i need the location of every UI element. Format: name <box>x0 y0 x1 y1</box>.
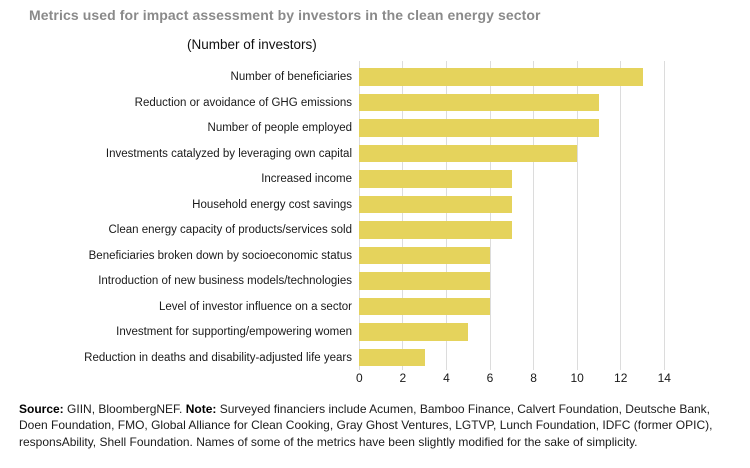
category-label: Number of beneficiaries <box>230 71 352 84</box>
source-text: GIIN, BloombergNEF. <box>63 402 186 416</box>
category-label: Investment for supporting/empowering wom… <box>116 326 352 339</box>
x-axis-tick-label: 12 <box>614 371 628 385</box>
gridline <box>445 61 447 370</box>
x-axis-tick-label: 6 <box>486 371 494 385</box>
x-axis-tick-label: 10 <box>570 371 584 385</box>
bar <box>359 272 490 290</box>
chart-subtitle: (Number of investors) <box>187 37 317 52</box>
gridline <box>576 61 578 370</box>
category-label: Investments catalyzed by leveraging own … <box>105 147 352 160</box>
category-label: Reduction or avoidance of GHG emissions <box>134 96 352 109</box>
category-label: Level of investor influence on a sector <box>158 300 352 313</box>
gridline <box>489 61 491 370</box>
source-note: Source: GIIN, BloombergNEF. Note: Survey… <box>19 401 735 450</box>
x-axis-tick-label: 8 <box>530 371 537 385</box>
category-label: Clean energy capacity of products/servic… <box>108 224 352 237</box>
category-label: Introduction of new business models/tech… <box>98 275 352 288</box>
bar <box>359 68 643 86</box>
x-axis-tick-label: 14 <box>657 371 671 385</box>
bar <box>359 348 425 367</box>
gridline <box>620 61 622 370</box>
bar <box>359 195 512 214</box>
note-text: Surveyed financiers include Acumen, Bamb… <box>19 402 713 449</box>
bar <box>359 170 512 188</box>
note-label: Note: <box>185 402 217 416</box>
x-axis-tick-label: 0 <box>355 371 363 385</box>
bar <box>359 323 469 341</box>
x-axis-tick-label: 4 <box>443 371 450 385</box>
gridline <box>402 61 404 370</box>
gridline <box>358 61 360 370</box>
category-label: Beneficiaries broken down by socioeconom… <box>88 249 352 262</box>
bar <box>359 144 578 163</box>
bar <box>359 246 490 265</box>
category-label: Increased income <box>261 173 352 186</box>
category-label: Number of people employed <box>207 122 352 135</box>
category-label: Reduction in deaths and disability-adjus… <box>84 351 352 364</box>
bar <box>359 119 599 137</box>
chart-title: Metrics used for impact assessment by in… <box>29 7 541 23</box>
gridline <box>533 61 535 370</box>
source-label: Source: <box>19 402 64 416</box>
category-label: Household energy cost savings <box>192 198 352 211</box>
bar <box>359 297 490 316</box>
x-axis-tick-label: 2 <box>399 371 407 385</box>
gridline <box>663 61 665 370</box>
bar <box>359 93 599 112</box>
bar <box>359 221 512 239</box>
